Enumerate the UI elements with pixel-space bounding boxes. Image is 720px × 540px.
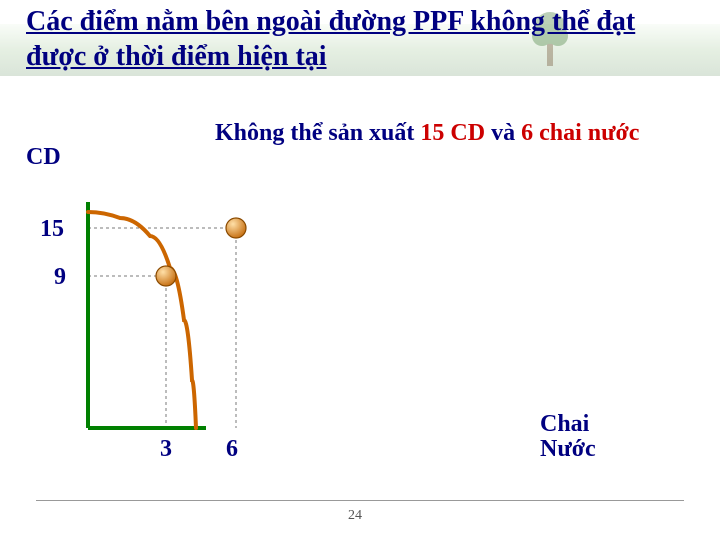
chart-axes (88, 202, 206, 428)
ppf-chart (0, 0, 720, 540)
point-outside (226, 218, 246, 238)
chart-markers (156, 218, 246, 286)
footer-rule (36, 500, 684, 501)
point-on-curve (156, 266, 176, 286)
guide-lines (88, 228, 236, 428)
ppf-curve (88, 212, 196, 428)
page-number: 24 (348, 508, 362, 524)
